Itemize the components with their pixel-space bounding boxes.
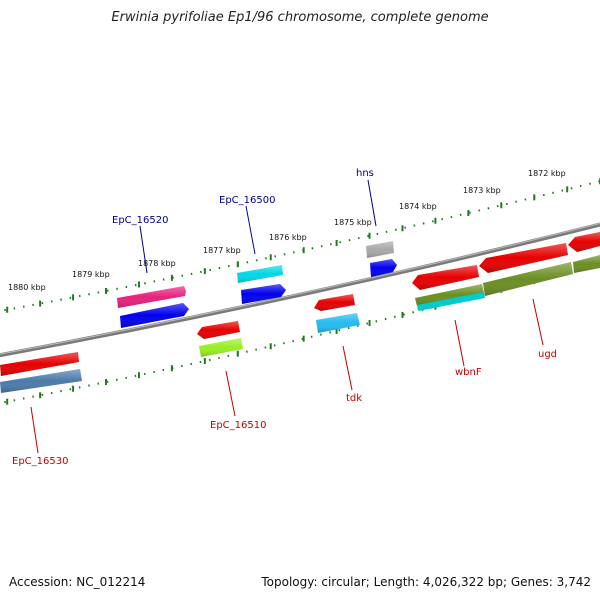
- leader-epc-16530: [30, 406, 39, 454]
- gene-wbnf-arrow-3[interactable]: [417, 292, 485, 311]
- gene-ugd-arrow-2[interactable]: [483, 262, 573, 296]
- gene-epc-16500-arrow-2[interactable]: [241, 284, 286, 304]
- outer-tick-ring: [0, 180, 600, 313]
- major-ticks: [6, 178, 600, 405]
- leader-tdk: [342, 345, 353, 391]
- gene-epc-16500-arrow[interactable]: [237, 265, 283, 283]
- tick-label-1877: 1877 kbp: [203, 246, 241, 255]
- gene-hns-arrow[interactable]: [366, 241, 394, 258]
- tick-label-1880: 1880 kbp: [8, 283, 46, 292]
- tick-label-1872: 1872 kbp: [528, 169, 566, 178]
- gene-label-epc-16500[interactable]: EpC_16500: [219, 195, 275, 206]
- gene-epc-16510-arrow-2[interactable]: [199, 338, 243, 357]
- gene-epc-16530-arrow[interactable]: [0, 352, 79, 376]
- tick-label-1878: 1878 kbp: [138, 259, 176, 268]
- accession-label: Accession: NC_012214: [9, 575, 146, 589]
- gene-epc-16510-arrow[interactable]: [197, 321, 240, 339]
- leader-ugd: [532, 298, 544, 346]
- map-title: Erwinia pyrifoliae Ep1/96 chromosome, co…: [111, 10, 489, 25]
- gene-epc-16530-arrow-2[interactable]: [0, 369, 82, 393]
- gene-next-arrow-2[interactable]: [573, 255, 600, 273]
- tick-label-1874: 1874 kbp: [399, 202, 437, 211]
- gene-label-wbnf[interactable]: wbnF: [455, 367, 482, 378]
- genome-stats-label: Topology: circular; Length: 4,026,322 bp…: [261, 575, 591, 589]
- tick-label-1873: 1873 kbp: [463, 186, 501, 195]
- chromosome-backbone: [0, 222, 600, 358]
- gene-label-epc-16530[interactable]: EpC_16530: [12, 456, 68, 467]
- gene-wbnf-arrow[interactable]: [412, 265, 479, 290]
- gene-epc-16520-arrow[interactable]: [117, 286, 186, 308]
- tick-label-1875: 1875 kbp: [334, 218, 372, 227]
- chromosome-backbone-highlight: [0, 222, 600, 355]
- gene-hns-arrow-2[interactable]: [370, 259, 397, 277]
- leader-wbnf: [454, 319, 465, 367]
- gene-tdk-arrow-2[interactable]: [316, 313, 360, 333]
- gene-label-hns[interactable]: hns: [356, 168, 374, 179]
- gene-tdk-arrow[interactable]: [314, 294, 355, 311]
- gene-label-ugd[interactable]: ugd: [538, 349, 557, 360]
- gene-label-epc-16510[interactable]: EpC_16510: [210, 420, 266, 431]
- gene-ugd-arrow[interactable]: [479, 243, 568, 273]
- leader-epc-16500: [245, 205, 256, 255]
- leader-epc-16520: [139, 225, 148, 274]
- leader-hns: [367, 179, 377, 227]
- gene-next-arrow[interactable]: [568, 232, 600, 252]
- gene-label-epc-16520[interactable]: EpC_16520: [112, 215, 168, 226]
- gene-label-tdk[interactable]: tdk: [346, 393, 362, 404]
- tick-label-1876: 1876 kbp: [269, 233, 307, 242]
- gene-epc-16520-arrow-2[interactable]: [120, 303, 189, 328]
- tick-label-1879: 1879 kbp: [72, 270, 110, 279]
- gene-wbnf-arrow-2[interactable]: [415, 284, 484, 306]
- leader-epc-16510: [225, 370, 236, 417]
